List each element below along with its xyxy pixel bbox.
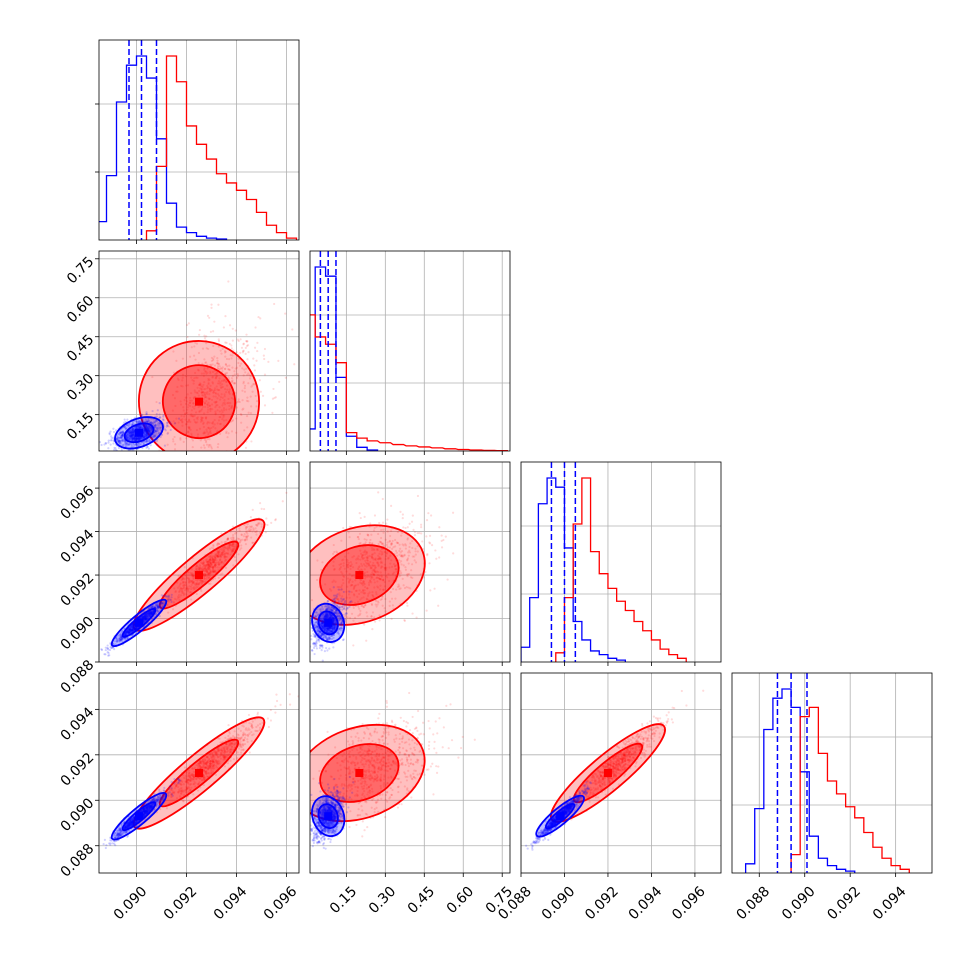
y-tick-label: 0.088 — [58, 657, 98, 697]
x-tick-label: 0.092 — [582, 884, 622, 924]
histogram-frame-1 — [98, 39, 300, 241]
red-peak — [195, 571, 203, 580]
x-tick-label: 0.094 — [211, 884, 251, 924]
scatter-panel-4-2 — [310, 673, 510, 873]
y-tick-label: 0.45 — [64, 332, 97, 365]
scatter-frame-4-1 — [98, 672, 300, 874]
red-peak — [195, 397, 203, 406]
y-tick-label: 0.75 — [64, 254, 97, 287]
scatter-panel-3-2 — [310, 462, 510, 662]
red-histogram-line — [555, 477, 687, 662]
red-peak — [355, 769, 364, 777]
x-tick-label: 0.45 — [405, 884, 438, 917]
x-tick-label: 0.092 — [161, 884, 201, 924]
red-histogram-line — [310, 314, 509, 451]
x-tick-label: 0.090 — [779, 884, 819, 924]
histogram-2 — [310, 251, 510, 451]
blue-peak — [324, 618, 333, 627]
y-tick-label: 0.094 — [58, 527, 98, 567]
y-tick-label: 0.092 — [58, 570, 98, 610]
histogram-1 — [99, 40, 299, 240]
scatter-panel-2-1 — [99, 251, 299, 451]
x-tick-label: 0.094 — [870, 884, 910, 924]
y-tick-label: 0.60 — [64, 293, 97, 326]
x-tick-label: 0.15 — [327, 884, 360, 917]
red-scatter-points — [310, 491, 455, 647]
blue-peak — [324, 812, 333, 821]
scatter-panel-4-1 — [99, 673, 299, 873]
red-peak — [355, 571, 364, 580]
histogram-4 — [732, 673, 932, 873]
histogram-3 — [521, 462, 721, 662]
y-tick-label: 0.090 — [58, 614, 98, 654]
histogram-frame-3 — [520, 461, 722, 663]
x-tick-label: 0.096 — [261, 884, 301, 924]
y-tick-label: 0.094 — [58, 704, 98, 744]
histogram-frame-2 — [309, 250, 511, 452]
blue-peak — [135, 428, 143, 437]
x-tick-label: 0.090 — [111, 884, 151, 924]
x-tick-label: 0.60 — [444, 884, 477, 917]
red-scatter-points — [569, 689, 705, 821]
blue-peak — [135, 618, 143, 627]
y-tick-label: 0.096 — [58, 483, 98, 523]
scatter-frame-4-2 — [309, 672, 511, 874]
red-scatter-points — [151, 280, 296, 451]
scatter-panel-3-1 — [99, 462, 299, 662]
scatter-frame-3-1 — [98, 461, 300, 663]
scatter-frame-3-2 — [309, 461, 511, 663]
y-tick-label: 0.088 — [58, 841, 98, 881]
x-tick-label: 0.090 — [539, 884, 579, 924]
blue-histogram-line — [99, 55, 228, 240]
blue-peak — [556, 812, 565, 821]
x-tick-label: 0.096 — [669, 884, 709, 924]
red-scatter-points — [153, 693, 299, 814]
red-histogram-line — [790, 706, 910, 873]
x-tick-label: 0.092 — [824, 884, 864, 924]
histogram-frame-4 — [731, 672, 933, 874]
blue-histogram-line — [310, 266, 379, 451]
red-histogram-line — [145, 55, 298, 240]
x-tick-label: 0.30 — [366, 884, 399, 917]
blue-peak — [135, 812, 143, 821]
y-tick-label: 0.090 — [58, 795, 98, 835]
scatter-frame-2-1 — [98, 250, 300, 452]
y-tick-label: 0.15 — [64, 410, 97, 443]
red-peak — [603, 769, 612, 777]
x-tick-label: 0.088 — [734, 884, 774, 924]
y-tick-label: 0.30 — [64, 371, 97, 404]
y-tick-label: 0.092 — [58, 750, 98, 790]
scatter-panel-4-3 — [521, 673, 721, 873]
red-peak — [195, 769, 203, 777]
scatter-frame-4-3 — [520, 672, 722, 874]
x-tick-label: 0.094 — [626, 884, 666, 924]
